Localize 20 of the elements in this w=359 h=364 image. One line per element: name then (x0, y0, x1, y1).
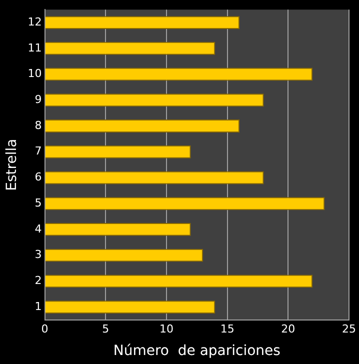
y-tick-label: 6 (34, 170, 42, 184)
x-tick-label: 25 (342, 322, 356, 336)
y-tick-label: 10 (28, 67, 42, 80)
y-tick-label: 12 (28, 15, 42, 28)
y-tick-label: 2 (34, 274, 42, 288)
y-tick-label: 3 (34, 248, 42, 262)
x-tick-label: 5 (102, 322, 110, 336)
y-tick-label: 1 (34, 300, 42, 313)
y-tick-label: 4 (34, 222, 42, 236)
y-tick-label: 7 (34, 144, 42, 158)
x-tick-label: 10 (159, 322, 174, 336)
y-tick-label: 8 (34, 118, 42, 132)
x-axis-title: Número de apariciones (113, 343, 280, 360)
x-tick-label: 15 (220, 322, 234, 336)
y-tick-label: 9 (34, 92, 42, 106)
y-tick-label: 5 (34, 196, 42, 210)
x-tick-label: 0 (41, 322, 48, 336)
y-tick-label: 11 (28, 41, 42, 54)
x-tick-label: 20 (281, 322, 296, 336)
y-axis-title: Estrella (4, 138, 20, 191)
